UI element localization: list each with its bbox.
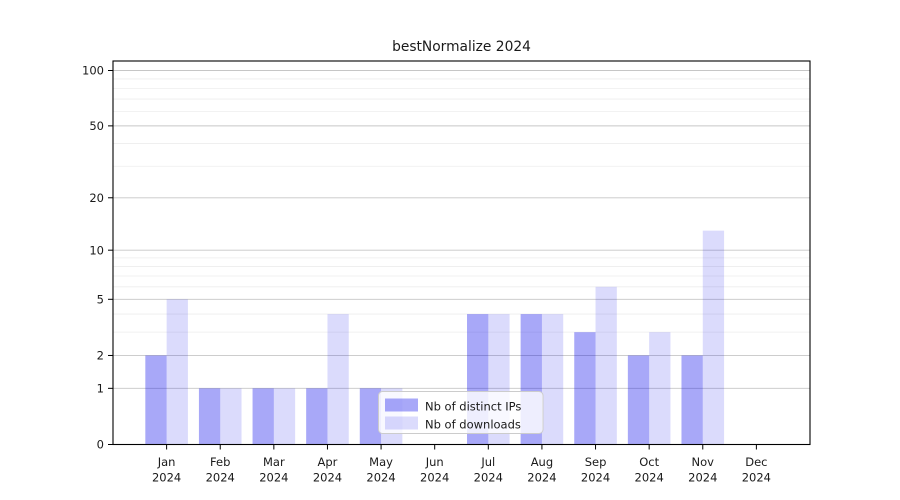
legend: Nb of distinct IPs Nb of downloads bbox=[378, 391, 544, 434]
legend-box bbox=[378, 391, 544, 434]
bar-jan-distinct-ips bbox=[145, 355, 167, 445]
bar-feb-downloads bbox=[220, 388, 242, 445]
x-tick-label-year-may: 2024 bbox=[366, 471, 395, 485]
x-tick-label-year-nov: 2024 bbox=[688, 471, 717, 485]
bar-nov-distinct-ips bbox=[681, 355, 703, 445]
x-tick-label-month-jun: Jun bbox=[425, 455, 444, 469]
bar-oct-distinct-ips bbox=[627, 355, 650, 445]
x-tick-label-month-mar: Mar bbox=[263, 455, 285, 469]
bar-apr-downloads bbox=[327, 314, 349, 445]
bar-mar-downloads bbox=[273, 388, 296, 445]
legend-swatch-downloads bbox=[385, 416, 418, 430]
legend-swatch-distinct-ips bbox=[385, 398, 418, 412]
legend-label-downloads: Nb of downloads bbox=[425, 418, 521, 432]
x-tick-label-year-dec: 2024 bbox=[742, 471, 771, 485]
y-tick-label-50: 50 bbox=[89, 119, 104, 133]
x-tick-label-year-oct: 2024 bbox=[635, 471, 664, 485]
chart-title: bestNormalize 2024 bbox=[392, 39, 531, 55]
x-axis: Jan 2024 Feb 2024 Mar 2024 Apr 2024 May 2024 Jun 20… bbox=[152, 444, 771, 485]
minor-gridlines bbox=[113, 78, 810, 333]
y-tick-label-20: 20 bbox=[89, 191, 104, 205]
x-tick-label-month-dec: Dec bbox=[745, 455, 767, 469]
x-tick-label-month-jan: Jan bbox=[157, 455, 176, 469]
major-gridlines bbox=[113, 70, 810, 389]
plot-border bbox=[112, 60, 811, 446]
x-tick-label-month-aug: Aug bbox=[531, 455, 553, 469]
y-tick-label-0: 0 bbox=[97, 438, 104, 452]
bar-aug-downloads bbox=[541, 314, 564, 445]
x-tick-label-month-feb: Feb bbox=[210, 455, 230, 469]
bar-may-distinct-ips bbox=[359, 388, 382, 445]
x-tick-label-year-aug: 2024 bbox=[527, 471, 556, 485]
legend-label-distinct-ips: Nb of distinct IPs bbox=[425, 400, 521, 414]
bar-mar-distinct-ips bbox=[252, 388, 274, 445]
bar-feb-distinct-ips bbox=[198, 388, 221, 445]
y-tick-label-2: 2 bbox=[97, 349, 104, 363]
x-tick-label-year-sep: 2024 bbox=[581, 471, 610, 485]
y-tick-label-10: 10 bbox=[89, 243, 104, 257]
y-tick-label-100: 100 bbox=[82, 64, 104, 78]
y-axis: 0 1 2 5 10 20 50 100 bbox=[82, 64, 113, 452]
x-tick-label-month-jul: Jul bbox=[480, 455, 495, 469]
x-tick-label-month-may: May bbox=[369, 455, 393, 469]
bar-nov-downloads bbox=[702, 230, 725, 445]
bar-oct-downloads bbox=[649, 332, 671, 445]
bar-jan-downloads bbox=[166, 299, 188, 445]
x-tick-label-year-jan: 2024 bbox=[152, 471, 181, 485]
x-tick-label-year-jul: 2024 bbox=[474, 471, 503, 485]
x-tick-label-month-sep: Sep bbox=[585, 455, 607, 469]
bar-sep-downloads bbox=[595, 286, 617, 445]
bar-apr-distinct-ips bbox=[306, 388, 328, 445]
y-tick-label-1: 1 bbox=[97, 382, 104, 396]
x-tick-label-month-oct: Oct bbox=[639, 455, 659, 469]
x-tick-label-year-mar: 2024 bbox=[259, 471, 288, 485]
bar-sep-distinct-ips bbox=[574, 332, 596, 445]
y-tick-label-5: 5 bbox=[97, 292, 104, 306]
x-tick-label-month-apr: Apr bbox=[318, 455, 338, 469]
x-tick-label-year-apr: 2024 bbox=[313, 471, 342, 485]
x-tick-label-year-jun: 2024 bbox=[420, 471, 449, 485]
x-tick-label-year-feb: 2024 bbox=[206, 471, 235, 485]
x-tick-label-month-nov: Nov bbox=[692, 455, 715, 469]
